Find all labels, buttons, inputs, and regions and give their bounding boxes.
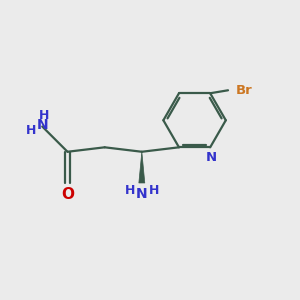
Text: H: H: [26, 124, 36, 137]
Text: N: N: [206, 151, 217, 164]
Text: H: H: [39, 109, 49, 122]
Text: H: H: [125, 184, 135, 197]
Text: H: H: [148, 184, 159, 197]
Text: N: N: [36, 118, 48, 132]
Text: N: N: [136, 187, 148, 200]
Text: Br: Br: [236, 84, 252, 97]
Text: O: O: [61, 187, 74, 202]
Polygon shape: [139, 152, 145, 183]
